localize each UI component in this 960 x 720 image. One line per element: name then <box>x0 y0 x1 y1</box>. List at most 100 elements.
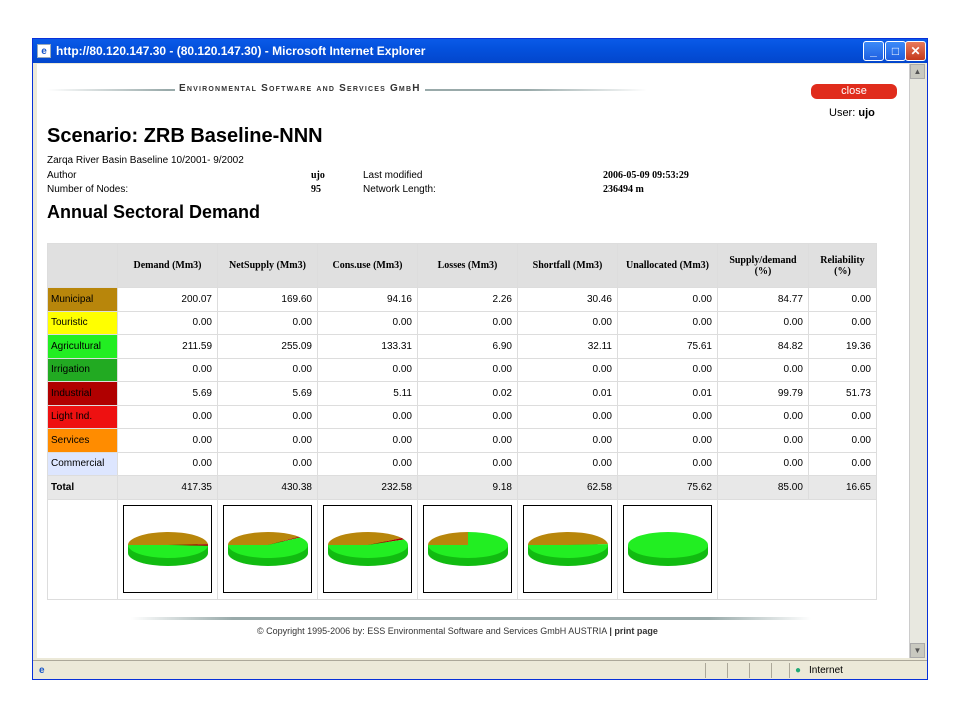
company-banner: Environmental Software and Services GmbH <box>47 82 647 96</box>
section-title: Annual Sectoral Demand <box>47 202 261 222</box>
table-cell: 0.00 <box>517 451 618 476</box>
print-page-link[interactable]: print page <box>614 626 658 636</box>
table-cell: 0.00 <box>517 404 618 429</box>
pie-slice-red <box>367 538 404 545</box>
pie-slice-red <box>267 536 300 545</box>
total-cell: 75.62 <box>617 475 718 500</box>
nodes-value: 95 <box>311 184 321 195</box>
pie-chart <box>623 505 712 593</box>
total-cell: 85.00 <box>717 475 809 500</box>
total-cell: 62.58 <box>517 475 618 500</box>
table-cell: 0.00 <box>617 404 718 429</box>
user-label: User: <box>829 107 856 119</box>
sector-label: Irrigation <box>47 357 118 382</box>
table-cell: 5.69 <box>117 381 218 406</box>
table-cell: 32.11 <box>517 334 618 359</box>
table-cell: 0.00 <box>117 357 218 382</box>
table-cell: 0.00 <box>807 404 878 429</box>
table-cell: 5.69 <box>217 381 318 406</box>
table-cell: 133.31 <box>317 334 418 359</box>
column-header: Cons.use (Mm3) <box>317 243 418 288</box>
pie-slice-green <box>127 545 208 558</box>
sector-label: Municipal <box>47 287 118 312</box>
copyright-text: © Copyright 1995-2006 by: ESS Environmen… <box>257 626 607 636</box>
author-label: Author <box>47 170 77 181</box>
pie-slice-brown <box>227 532 299 545</box>
table-cell: 0.00 <box>807 357 878 382</box>
column-header: Supply/demand (%) <box>717 243 809 288</box>
pie-chart-row <box>47 498 877 600</box>
table-cell: 0.00 <box>217 404 318 429</box>
nodes-label: Number of Nodes: <box>47 184 129 195</box>
total-cell: 417.35 <box>117 475 218 500</box>
table-cell: 0.00 <box>417 428 518 453</box>
pie-slice-green <box>427 532 508 558</box>
pie-slice-green <box>327 539 408 558</box>
table-cell: 255.09 <box>217 334 318 359</box>
table-cell: 19.36 <box>807 334 878 359</box>
scroll-up-arrow-icon[interactable]: ▲ <box>910 64 925 79</box>
table-cell: 2.26 <box>417 287 518 312</box>
table-cell: 200.07 <box>117 287 218 312</box>
pie-chart <box>523 505 612 593</box>
network-length-value: 236494 m <box>603 184 644 195</box>
table-cell: 75.61 <box>617 334 718 359</box>
column-header: NetSupply (Mm3) <box>217 243 318 288</box>
pie-chart <box>123 505 212 593</box>
table-cell: 0.00 <box>117 310 218 335</box>
table-cell: 0.00 <box>807 428 878 453</box>
minimize-button[interactable]: _ <box>863 41 884 61</box>
close-window-button[interactable]: ✕ <box>905 41 926 61</box>
last-modified-value: 2006-05-09 09:53:29 <box>603 170 689 181</box>
pie-slice-green <box>627 532 708 558</box>
table-cell: 0.00 <box>417 404 518 429</box>
table-cell: 0.00 <box>617 310 718 335</box>
table-cell: 0.00 <box>617 451 718 476</box>
close-button[interactable]: close <box>811 84 897 99</box>
column-header <box>47 243 118 288</box>
table-cell: 30.46 <box>517 287 618 312</box>
pie-slice-green <box>527 544 608 558</box>
globe-icon: ● <box>795 664 802 676</box>
sector-label: Services <box>47 428 118 453</box>
table-cell: 51.73 <box>807 381 878 406</box>
scroll-down-arrow-icon[interactable]: ▼ <box>910 643 925 658</box>
table-cell: 0.01 <box>517 381 618 406</box>
security-zone: Internet <box>809 664 843 676</box>
sector-label: Light Ind. <box>47 404 118 429</box>
maximize-button[interactable]: □ <box>885 41 906 61</box>
table-cell: 0.00 <box>317 357 418 382</box>
footer: © Copyright 1995-2006 by: ESS Environmen… <box>257 626 658 636</box>
table-cell: 0.00 <box>217 310 318 335</box>
table-cell: 0.00 <box>717 357 809 382</box>
page-content: Environmental Software and Services GmbH… <box>37 64 909 658</box>
column-header: Reliability (%) <box>807 243 878 288</box>
scenario-title: Scenario: ZRB Baseline-NNN <box>47 125 323 147</box>
table-cell: 0.01 <box>617 381 718 406</box>
table-cell: 0.02 <box>417 381 518 406</box>
user-name: ujo <box>858 107 875 119</box>
table-cell: 0.00 <box>717 404 809 429</box>
vertical-scrollbar[interactable]: ▲ ▼ <box>909 64 925 658</box>
table-cell: 94.16 <box>317 287 418 312</box>
network-length-label: Network Length: <box>363 184 436 195</box>
table-cell: 0.00 <box>117 404 218 429</box>
scenario-subtitle: Zarqa River Basin Baseline 10/2001- 9/20… <box>47 155 244 166</box>
author-value: ujo <box>311 170 325 181</box>
pie-slice-brown <box>527 532 608 545</box>
table-cell: 0.00 <box>417 357 518 382</box>
table-row: Services 0.00 0.00 0.00 0.00 0.00 0.00 0.00 0.00 <box>47 428 878 453</box>
table-cell: 84.77 <box>717 287 809 312</box>
total-cell: 16.65 <box>807 475 878 500</box>
total-cell: 430.38 <box>217 475 318 500</box>
company-name: Environmental Software and Services GmbH <box>175 83 425 94</box>
table-cell: 0.00 <box>617 428 718 453</box>
sectoral-demand-table: Demand (Mm3) NetSupply (Mm3) Cons.use (Mm3… <box>47 243 878 600</box>
table-cell: 0.00 <box>717 451 809 476</box>
table-cell: 0.00 <box>217 357 318 382</box>
pie-slice-brown <box>427 532 468 545</box>
status-bar: e ● Internet <box>33 660 927 679</box>
table-cell: 0.00 <box>417 451 518 476</box>
table-cell: 0.00 <box>417 310 518 335</box>
browser-window: e http://80.120.147.30 - (80.120.147.30)… <box>32 38 928 680</box>
